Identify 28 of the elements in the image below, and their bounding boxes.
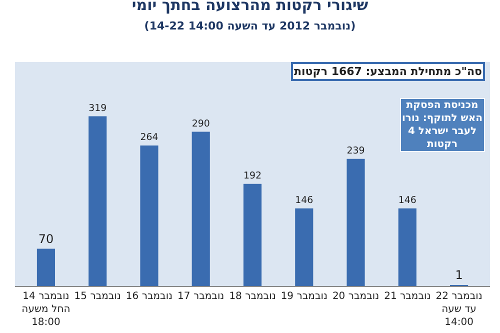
- bar: [36, 248, 56, 286]
- x-tick-label: 18 נובמבר: [229, 291, 276, 302]
- bar: [140, 146, 158, 286]
- data-label: 70: [38, 232, 54, 246]
- data-label: 192: [243, 170, 262, 182]
- x-tick-label: 15 נובמבר: [74, 291, 121, 302]
- data-label: 146: [398, 194, 416, 206]
- data-label: 319: [88, 102, 107, 114]
- x-tick-label: 16 נובמבר: [126, 291, 173, 302]
- bar: [295, 208, 314, 286]
- bar: [243, 184, 262, 286]
- data-label: 239: [346, 145, 365, 156]
- data-label: 290: [192, 118, 210, 130]
- chart-subtitle: (14-22 נובמבר 2012 עד השעה 14:00): [144, 19, 356, 32]
- data-label: 146: [295, 194, 314, 206]
- bar: [192, 132, 210, 286]
- x-tick-label: 20 נובמבר: [332, 291, 380, 302]
- data-label: 264: [140, 132, 158, 144]
- chart-title: שיגורי רקטות מהרצועה בחתך יומי: [132, 0, 369, 14]
- x-tick-label: 17 נובמבר: [178, 291, 224, 302]
- bar: [398, 208, 416, 286]
- bar: [88, 116, 107, 286]
- data-label: 1: [455, 268, 463, 282]
- bar: [346, 158, 365, 286]
- text: סה"כ מתחילת המבצע: 1667 רקטות: [294, 65, 482, 78]
- x-tick-label: 21 נובמבר: [384, 291, 431, 302]
- x-tick-label: 19 נובמבר: [280, 291, 328, 302]
- annotation: מכניסת הפסקת האש לתוקף: נורו לעבר ישראל 4 רקטות: [402, 100, 483, 150]
